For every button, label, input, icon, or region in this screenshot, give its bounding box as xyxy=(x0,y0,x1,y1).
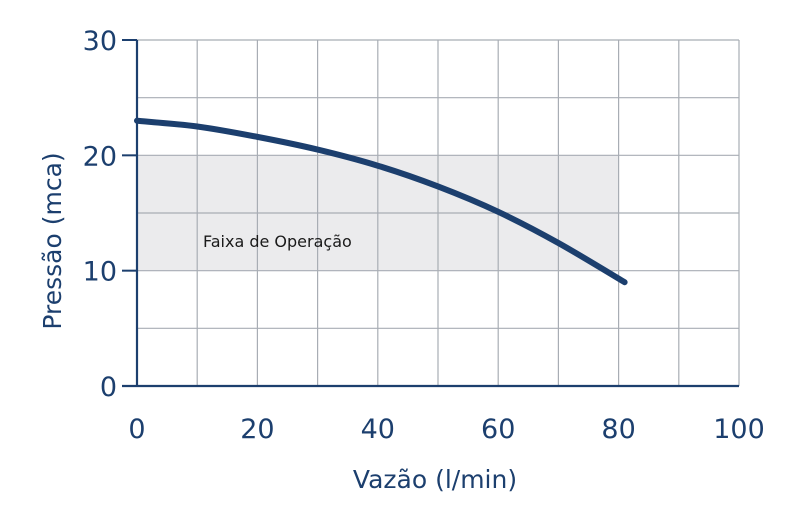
series-layer xyxy=(134,117,628,286)
y-tick-label: 0 xyxy=(100,372,117,403)
operating-range-label: Faixa de Operação xyxy=(203,232,352,251)
x-tick-label: 20 xyxy=(240,414,274,445)
labels-layer: Faixa de Operação Vazão (l/min) Pressão … xyxy=(38,26,765,494)
pump-curve-line xyxy=(134,117,628,286)
axes xyxy=(122,39,739,388)
grid xyxy=(136,39,740,386)
x-axis-title: Vazão (l/min) xyxy=(353,465,517,494)
x-tick-label: 80 xyxy=(601,414,635,445)
y-axis-title: Pressão (mca) xyxy=(38,152,67,329)
y-tick-label: 10 xyxy=(83,257,117,288)
x-tick-label: 100 xyxy=(713,414,765,445)
y-tick-label: 20 xyxy=(83,141,117,172)
x-tick-label: 0 xyxy=(128,414,145,445)
x-tick-label: 60 xyxy=(481,414,515,445)
y-tick-label: 30 xyxy=(83,26,117,57)
x-tick-label: 40 xyxy=(361,414,395,445)
